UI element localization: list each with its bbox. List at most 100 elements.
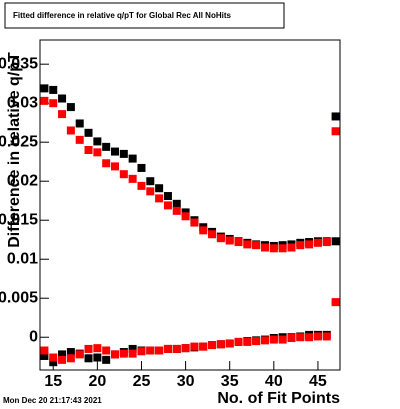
marker [146, 177, 155, 186]
marker [84, 344, 93, 353]
marker [163, 344, 172, 353]
marker [40, 96, 49, 105]
marker [181, 212, 190, 221]
marker [84, 128, 93, 137]
marker [287, 334, 296, 343]
marker [322, 332, 331, 341]
marker [155, 184, 164, 193]
marker [75, 135, 84, 144]
marker [119, 170, 128, 179]
marker [331, 237, 340, 246]
y-tick-label: 0.03 [7, 94, 38, 111]
marker [155, 194, 164, 203]
x-tick-label: 45 [309, 373, 327, 390]
marker [146, 187, 155, 196]
marker [331, 112, 340, 121]
marker [128, 344, 137, 353]
marker [49, 353, 58, 362]
marker [66, 126, 75, 135]
marker [119, 149, 128, 158]
marker [66, 354, 75, 363]
marker [322, 238, 331, 247]
marker [331, 127, 340, 136]
marker [137, 163, 146, 172]
y-tick-label: 0.01 [7, 250, 38, 267]
y-tick-label: 0.025 [0, 133, 38, 150]
marker [93, 137, 102, 146]
marker [49, 358, 58, 367]
x-tick-label: 15 [44, 373, 62, 390]
timestamp: Mon Dec 20 21:17:43 2021 [3, 396, 102, 405]
marker [155, 346, 164, 355]
marker [216, 340, 225, 349]
marker [84, 354, 93, 363]
marker [172, 206, 181, 215]
marker [234, 238, 243, 247]
marker [58, 110, 67, 119]
marker [102, 346, 111, 355]
marker [172, 199, 181, 208]
marker [278, 335, 287, 344]
marker [199, 342, 208, 351]
marker [146, 346, 155, 355]
marker [296, 333, 305, 342]
marker [305, 240, 314, 249]
marker [208, 341, 217, 350]
marker [111, 350, 119, 359]
marker [102, 142, 111, 151]
marker [313, 332, 322, 341]
y-tick-label: 0.02 [7, 172, 38, 189]
marker [296, 241, 305, 250]
marker [49, 85, 58, 94]
x-tick-label: 40 [265, 373, 283, 390]
title-box [4, 2, 285, 29]
marker [128, 154, 137, 163]
marker [137, 181, 146, 190]
marker [93, 148, 102, 157]
marker [163, 201, 172, 210]
y-tick-label: 0.005 [0, 289, 38, 306]
x-tick-label: 35 [221, 373, 239, 390]
marker [58, 355, 67, 364]
marker [313, 238, 322, 247]
x-axis-title: No. of Fit Points [217, 390, 340, 407]
x-tick-label: 30 [177, 373, 195, 390]
marker [269, 335, 278, 344]
marker [305, 333, 314, 342]
x-tick-label: 25 [133, 373, 151, 390]
marker [243, 240, 252, 249]
marker [225, 339, 234, 348]
marker [66, 103, 75, 112]
marker [49, 99, 58, 108]
marker [225, 236, 234, 245]
marker [252, 337, 261, 346]
marker [111, 147, 119, 156]
marker [208, 230, 217, 239]
marker [40, 351, 49, 360]
marker [119, 349, 128, 358]
marker [93, 344, 102, 353]
marker [261, 336, 269, 345]
marker [278, 244, 287, 253]
y-tick-label: 0.035 [0, 55, 38, 72]
marker [102, 159, 111, 168]
marker [190, 218, 199, 227]
marker [172, 344, 181, 353]
marker [252, 241, 261, 250]
marker [128, 349, 137, 358]
x-tick-label: 20 [88, 373, 106, 390]
marker [75, 350, 84, 359]
marker [261, 243, 269, 252]
marker [66, 348, 75, 357]
marker [181, 344, 190, 353]
marker [269, 244, 278, 253]
marker [75, 119, 84, 128]
marker [40, 84, 49, 93]
marker [58, 94, 67, 103]
marker [331, 298, 340, 307]
marker [190, 342, 199, 351]
marker [84, 146, 93, 154]
marker [128, 174, 137, 183]
